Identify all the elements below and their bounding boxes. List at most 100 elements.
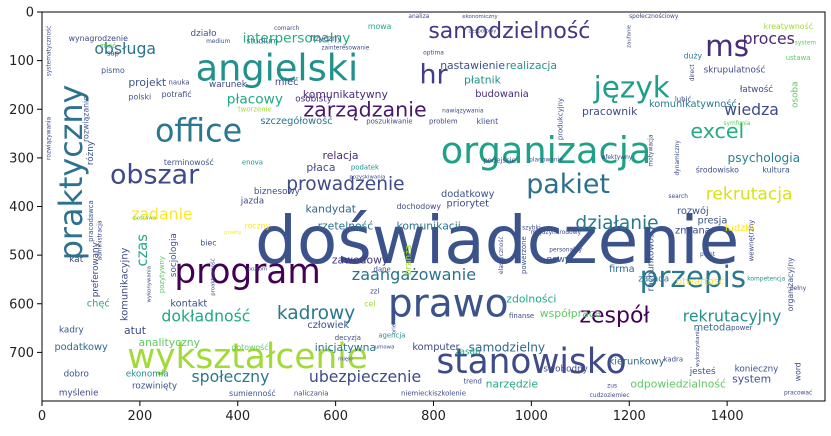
word-poszukiwanie: poszukiwanie [366,117,412,125]
word-społecznościowy: społecznościowy [629,13,679,20]
word-organizacyjny: organizacyjny [786,257,795,312]
word-komunikacji: komunikacji [396,219,460,232]
word-rachunkowość: rachunkowość [645,228,656,291]
word-rozwinięty: rozwinięty [132,381,177,391]
word-stanowisko: stanowisko [436,342,626,382]
word-cudzoziemiec: cudzoziemiec [590,393,630,399]
x-tick-label: 800 [421,409,446,424]
word-komputer: komputer [412,342,460,353]
word-wykształcenie: wykształcenie [127,337,368,377]
word-mięki: mięki [338,357,353,363]
word-duży: duży [684,51,703,60]
word-podejście: podejście [483,156,516,164]
word-obsługa: obsługa [94,39,156,58]
word-kontakt: kontakt [170,298,207,309]
word-analityczny: analityczny [138,336,200,349]
word-kadrowy: kadrowy [277,303,355,324]
word-analiza: analiza [408,14,429,20]
word-zaufanie: zaufanie [626,24,632,48]
word-atut: atut [124,324,146,337]
word-szybki: szybki [522,225,541,231]
word-osobisty: osobisty [295,95,332,105]
word-motywacja: motywacja [648,134,654,166]
word-kadra: kadra [664,356,684,364]
word-system: system [732,373,771,386]
word-samodzielność: samodzielność [428,19,590,44]
word-naliczania: naliczania [294,390,329,398]
word-współpraca: współpraca [540,307,601,320]
word-hr: hr [419,60,448,91]
word-budowania: budowania [475,89,529,100]
word-mieć: mieć [275,76,299,88]
word-osoba: osoba [791,81,801,107]
word-pełny: pełny [790,286,807,292]
word-wykonywania: wykonywania [147,266,153,302]
word-polski: polski [129,93,152,102]
word-zainteresowanie: zainteresowanie [321,45,369,51]
word-ludzki: ludzki [725,223,754,234]
word-proaktywność: proaktywność [209,258,216,295]
word-klient: klient [477,117,499,126]
word-rekrutacja: rekrutacja [706,184,793,204]
word-praktyczny: praktyczny [53,85,90,261]
word-działanie: działanie [575,213,658,234]
word-międzynarodowy: międzynarodowy [531,230,582,236]
word-problem: problem [429,117,458,125]
word-podatek: podatek [351,164,379,172]
word-czas: czas [134,234,151,266]
word-zmiana: zmiana [675,225,711,236]
word-dynamiczny: dynamiczny [675,140,681,176]
word-priorytet: priorytet [447,199,490,210]
word-decyzja: decyzja [335,334,361,342]
word-personalny: personalny [549,247,582,253]
word-przepis: przepis [640,260,746,294]
y-tick-label: 200 [9,103,34,118]
word-nawiązywania: nawiązywania [442,109,484,115]
word-word: word [794,362,803,381]
word-jesteś: jesteś [689,366,716,377]
word-prawo: prawo [388,281,509,326]
x-tick-label: 1400 [711,409,744,424]
word-projekt: projekt [128,76,166,89]
word-zdolności: zdolności [506,292,556,305]
word-optima: optima [423,50,444,56]
word-chęć: chęć [87,297,110,309]
word-lubić: lubić [675,96,692,104]
word-otwartość: otwartość [676,275,724,287]
word-proces: proces [743,29,795,48]
word-mowa: mowa [368,22,392,31]
word-płacowy: płacowy [227,92,283,108]
y-tick-label: 600 [9,297,34,312]
word-doświadczenie: doświadczenie [255,202,739,279]
word-excel: excel [690,119,744,143]
word-sumienność: sumienność [229,389,276,398]
word-rzetelność: rzetelność [318,219,374,232]
word-łatwość: łatwość [740,84,773,95]
y-tick-label: 700 [9,346,34,361]
word-biec: biec [200,238,216,247]
word-biznesowy: biznesowy [254,187,300,197]
word-studium: studium [246,37,278,46]
word-produkcyjny: produkcyjny [557,98,565,140]
word-społeczny: społeczny [191,367,269,386]
word-prakty: prakty [224,230,242,236]
word-metoda: metoda [694,323,732,334]
word-warunek: warunek [209,80,248,90]
word-efektywny: efektywny [602,155,633,161]
word-program: program [174,252,320,292]
word-język: język [593,70,670,104]
word-zaangażowanie: zaangażowanie [352,265,476,284]
x-tick-label: 0 [38,409,46,424]
word-potrafić: potrafić [162,90,192,99]
word-nauka: nauka [168,79,189,87]
word-pakiet: pakiet [526,169,610,200]
word-dokładność: dokładność [161,306,250,325]
x-axis: 0 200 400 600 800 1000 1200 1400 [38,401,744,424]
word-kat: kat [69,255,83,265]
word-inicjatywna: inicjatywna [315,341,376,354]
word-organizacja: organizacja [441,129,652,172]
word-zespołowy: zespołowy [468,28,497,34]
word-zus: zus [607,383,617,389]
word-socjologia: socjologia [169,233,179,277]
word-fizyczny: fizyczny [310,34,342,43]
